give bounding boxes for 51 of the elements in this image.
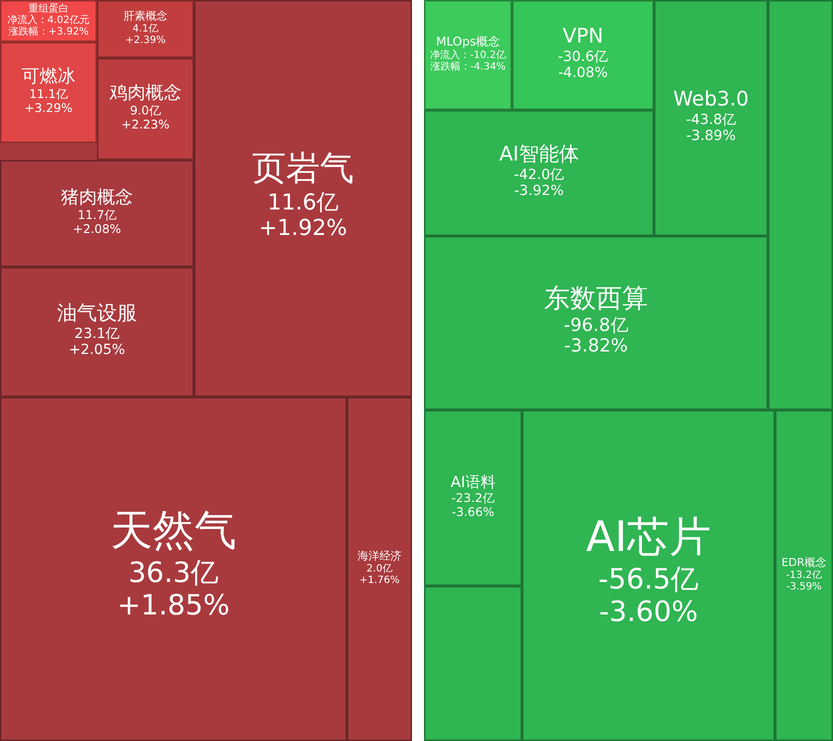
data-label: +1.92%: [258, 216, 348, 241]
data-label: -13.2亿: [786, 570, 822, 581]
category-label: VPN: [562, 24, 604, 48]
data-label: 23.1亿: [74, 326, 120, 342]
data-label: +2.23%: [121, 117, 170, 132]
data-label: 11.7亿: [78, 208, 116, 222]
data-label: -3.92%: [514, 183, 564, 200]
data-label: -3.66%: [452, 504, 494, 519]
category-label: AI芯片: [586, 512, 712, 562]
category-label: 鸡肉概念: [108, 82, 182, 104]
category-label: 海洋经济: [358, 550, 402, 563]
data-label: -3.82%: [564, 336, 628, 357]
data-label: -56.5亿: [598, 562, 699, 596]
category-label: 油气设服: [57, 300, 137, 325]
category-label: 东数西算: [544, 284, 648, 314]
data-label: 11.1亿: [29, 87, 68, 102]
data-label: 36.3亿: [128, 556, 219, 590]
category-label: AI智能体: [499, 142, 579, 166]
category-label: 页岩气: [252, 148, 354, 188]
data-label: +1.85%: [117, 588, 230, 622]
data-label: 涨跌幅：+3.92%: [8, 25, 89, 38]
data-label: 2.0亿: [366, 563, 392, 574]
category-label: MLOps概念: [436, 34, 500, 49]
category-label: Web3.0: [673, 86, 749, 111]
data-label: -96.8亿: [564, 314, 628, 336]
data-label: +1.76%: [359, 574, 400, 586]
data-label: -3.60%: [598, 594, 698, 628]
category-label: 可燃冰: [22, 66, 76, 88]
data-label: +2.39%: [125, 34, 166, 46]
data-label: -3.59%: [786, 581, 822, 592]
data-label: -43.8亿: [686, 112, 736, 128]
category-label: 肝素概念: [124, 10, 168, 23]
category-label: EDR概念: [781, 556, 827, 570]
data-label: +2.08%: [72, 222, 122, 236]
data-label: -3.89%: [686, 128, 736, 144]
category-label: AI语料: [450, 472, 496, 491]
data-label: -30.6亿: [558, 49, 608, 66]
category-label: 猪肉概念: [61, 187, 133, 208]
data-label: -23.2亿: [451, 490, 495, 505]
data-label: +2.05%: [68, 342, 126, 358]
data-label: +3.29%: [24, 100, 73, 115]
data-label: 净流入：4.02亿元: [7, 14, 90, 26]
data-label: 11.6亿: [268, 190, 338, 216]
category-label: 重组蛋白: [28, 2, 68, 14]
data-label: 4.1亿: [132, 23, 158, 34]
data-label: 涨跌幅：-4.34%: [430, 60, 506, 72]
data-label: 净流入：-10.2亿: [430, 48, 506, 61]
category-label: 天然气: [110, 506, 236, 555]
data-label: -42.0亿: [514, 167, 564, 184]
data-label: 9.0亿: [130, 104, 162, 118]
data-label: -4.08%: [558, 65, 608, 82]
